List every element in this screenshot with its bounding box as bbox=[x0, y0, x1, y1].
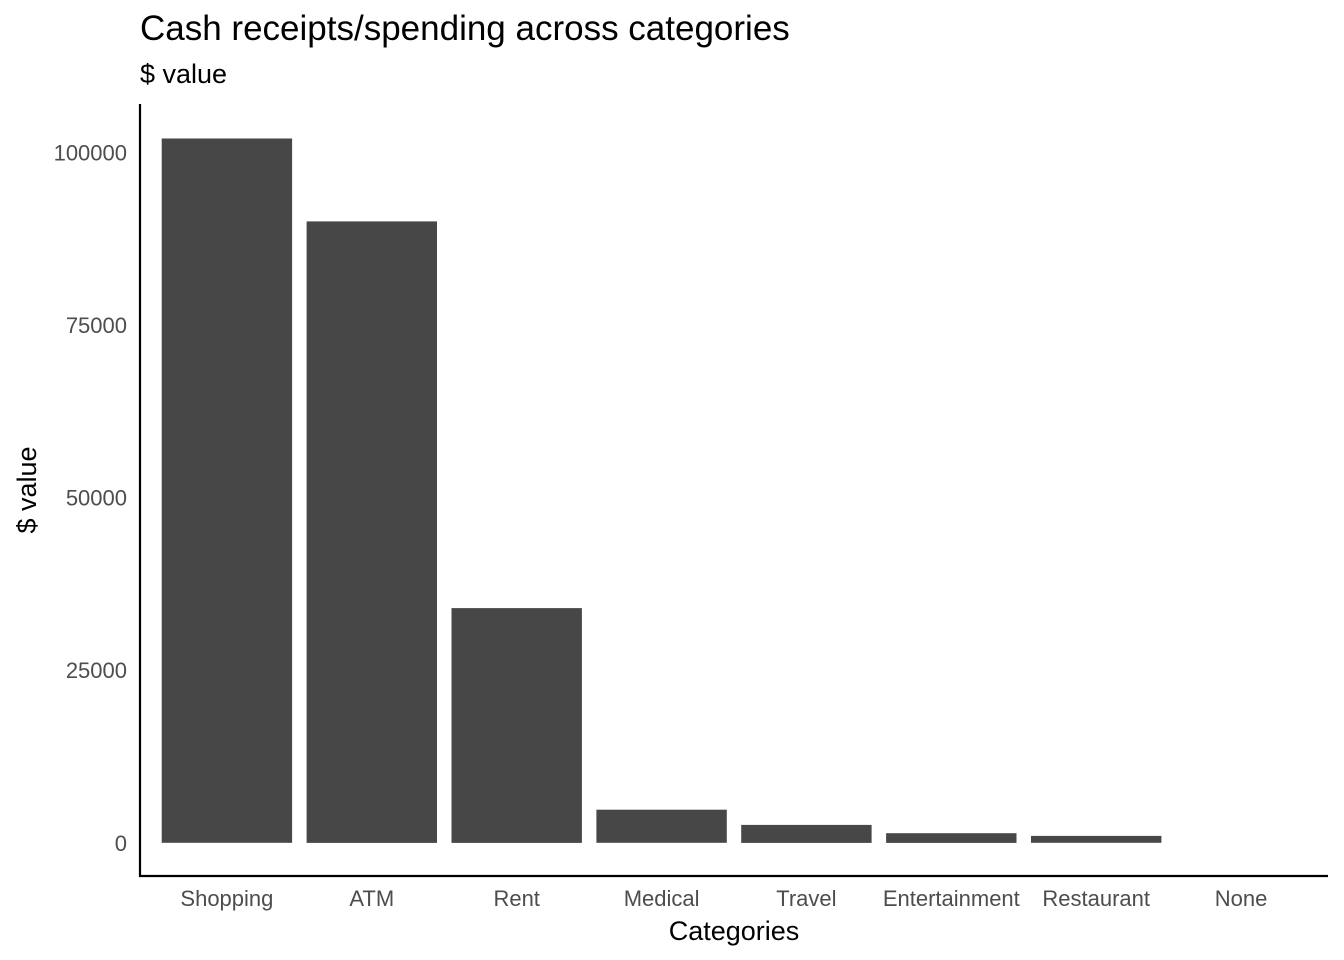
y-tick-label-25000: 25000 bbox=[66, 658, 127, 683]
x-tick-label-travel: Travel bbox=[776, 886, 836, 911]
y-tick-label-0: 0 bbox=[115, 831, 127, 856]
y-tick-label-75000: 75000 bbox=[66, 313, 127, 338]
chart-subtitle: $ value bbox=[140, 59, 227, 89]
x-tick-label-atm: ATM bbox=[349, 886, 394, 911]
x-tick-label-none: None bbox=[1215, 886, 1268, 911]
bar-atm bbox=[306, 221, 437, 843]
bar-restaurant bbox=[1031, 835, 1162, 843]
bar-rent bbox=[451, 608, 582, 843]
y-tick-label-50000: 50000 bbox=[66, 486, 127, 511]
y-axis-title: $ value bbox=[12, 446, 42, 533]
x-tick-label-restaurant: Restaurant bbox=[1042, 886, 1150, 911]
y-tick-labels: 0 25000 50000 75000 100000 bbox=[54, 140, 127, 856]
bar-travel bbox=[741, 824, 872, 843]
x-axis-title: Categories bbox=[669, 916, 800, 946]
x-tick-label-rent: Rent bbox=[493, 886, 539, 911]
y-tick-label-100000: 100000 bbox=[54, 140, 127, 165]
bars-group bbox=[161, 138, 1162, 843]
x-tick-label-shopping: Shopping bbox=[180, 886, 273, 911]
bar-entertainment bbox=[886, 833, 1017, 843]
x-tick-labels: Shopping ATM Rent Medical Travel Entertainmen… bbox=[180, 886, 1267, 911]
chart-title: Cash receipts/spending across categories bbox=[140, 9, 790, 48]
x-tick-label-entertainment: Entertainment bbox=[883, 886, 1020, 911]
bar-shopping bbox=[161, 138, 293, 843]
x-tick-label-medical: Medical bbox=[624, 886, 700, 911]
bar-medical bbox=[596, 809, 727, 843]
